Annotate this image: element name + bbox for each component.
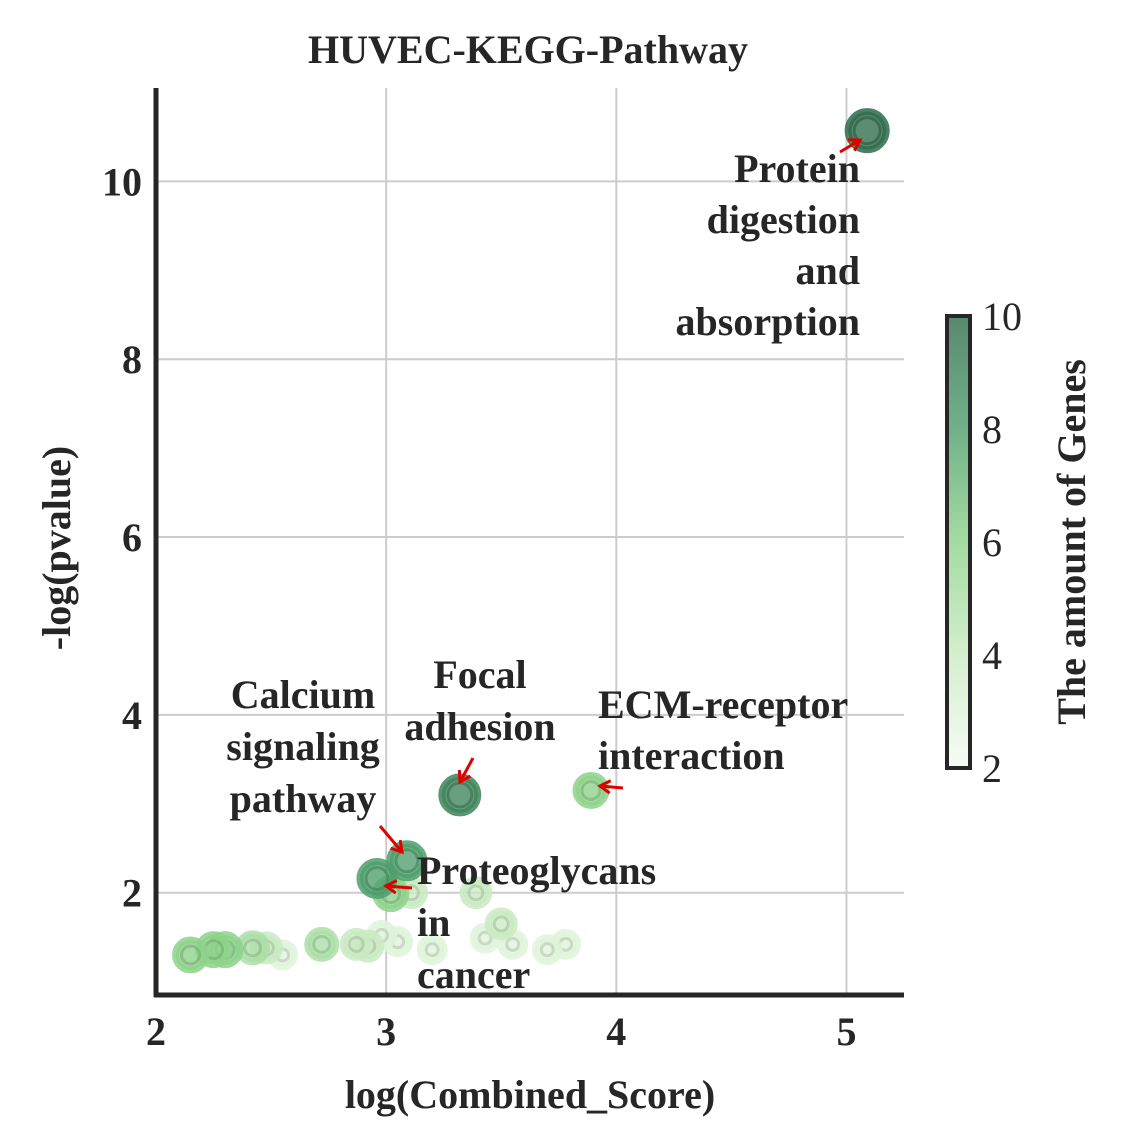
y-tick-label: 4 (122, 693, 142, 738)
colorbar-gradient (947, 316, 970, 768)
annotation-arrowhead (847, 138, 863, 152)
annotation-line: in (417, 900, 450, 945)
data-point-ring (347, 935, 365, 953)
axes: 2 3 4 5 2 4 6 8 10 (102, 88, 904, 1054)
data-point-ring (467, 884, 485, 902)
annotation-arrow (839, 138, 861, 154)
annotation-line: and (796, 248, 861, 293)
y-axis-label: -log(pvalue) (34, 446, 79, 650)
data-point-ring (364, 866, 390, 892)
annotation-arrow (378, 825, 404, 853)
x-axis-label: log(Combined_Score) (345, 1072, 715, 1117)
data-point-ring (243, 938, 263, 958)
y-tick-label: 2 (122, 871, 142, 916)
y-tick-label: 6 (122, 515, 142, 560)
annotation-arrowhead (457, 769, 472, 785)
data-point-ring (505, 936, 521, 952)
data-point-ring (312, 934, 332, 954)
annotation-line: digestion (707, 197, 860, 242)
annotation-line: adhesion (404, 704, 555, 749)
annotation-arrow (385, 884, 413, 890)
data-point (304, 926, 340, 962)
annotations: Protein digestion and absorption Focal adhesi… (226, 138, 863, 997)
data-point (416, 934, 448, 966)
data-point-ring (852, 116, 882, 146)
colorbar-tick-label: 6 (982, 520, 1002, 565)
annotation-line: cancer (417, 952, 530, 997)
annotation-line: Proteoglycans (417, 848, 656, 893)
colorbar-tick-label: 4 (982, 633, 1002, 678)
annotation-arrow (599, 784, 624, 790)
data-point-ring (580, 779, 602, 801)
colorbar-frame (945, 314, 972, 770)
annotation-line: Calcium (231, 672, 375, 717)
annotation-arrowhead (597, 779, 612, 795)
annotation-label: Proteoglycans in cancer (417, 848, 656, 997)
data-point-ring (477, 930, 493, 946)
data-points (172, 108, 890, 974)
data-point (459, 876, 493, 910)
data-point-ring (492, 915, 510, 933)
y-tick-label: 8 (122, 337, 142, 382)
x-tick-label: 3 (376, 1009, 396, 1054)
annotation-line: pathway (230, 776, 377, 821)
annotation-line: ECM-receptor (598, 682, 848, 727)
x-tick-label: 5 (836, 1009, 856, 1054)
data-point (339, 927, 373, 961)
annotation-label: ECM-receptor interaction (598, 682, 848, 778)
x-tick-label: 2 (146, 1009, 166, 1054)
y-tick-label: 10 (102, 159, 142, 204)
annotation-line: Protein (734, 146, 860, 191)
annotation-label: Protein digestion and absorption (676, 146, 861, 344)
annotation-line: signaling (226, 724, 379, 769)
colorbar-label: The amount of Genes (1049, 359, 1094, 725)
annotation-line: absorption (676, 299, 861, 344)
chart-title: HUVEC-KEGG-Pathway (308, 27, 748, 72)
colorbar: 2 4 6 8 10 (945, 294, 1022, 791)
annotation-arrowhead (383, 879, 398, 895)
annotation-line: interaction (598, 733, 785, 778)
annotation-label: Calcium signaling pathway (226, 672, 379, 821)
colorbar-tick-label: 2 (982, 746, 1002, 791)
data-point (172, 936, 210, 974)
grid-lines (156, 88, 904, 995)
annotation-arrowhead (390, 839, 404, 855)
data-point-ring (424, 942, 440, 958)
x-tick-label: 4 (606, 1009, 626, 1054)
data-point-ring (539, 942, 555, 958)
data-point (484, 907, 518, 941)
colorbar-tick-label: 8 (982, 407, 1002, 452)
data-point (531, 934, 563, 966)
annotation-line: Focal (433, 652, 526, 697)
colorbar-tick-label: 10 (982, 294, 1022, 339)
data-point-ring (394, 848, 420, 874)
annotation-arrow (458, 757, 475, 783)
annotation-label: Focal adhesion (404, 652, 555, 749)
data-point-ring (180, 944, 202, 966)
